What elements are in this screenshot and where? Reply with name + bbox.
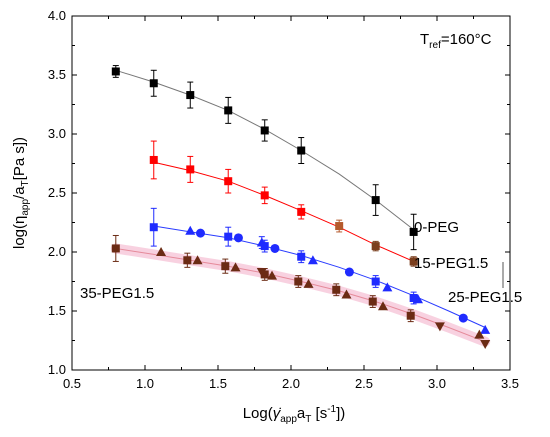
fit-line-0 — [115, 69, 414, 230]
y-tick-label: 4.0 — [48, 8, 66, 23]
data-point-s2-p10 — [344, 267, 354, 277]
data-point-s3-p7 — [260, 270, 269, 279]
data-point-s0-p1 — [149, 79, 158, 88]
data-point-s3-p16 — [434, 322, 445, 332]
data-point-s0-p2 — [186, 91, 195, 100]
axis-ticks — [71, 15, 511, 371]
data-point-s2-p6 — [260, 242, 269, 251]
data-point-s2-p3 — [224, 232, 233, 241]
data-point-s0-p5 — [297, 146, 306, 155]
reference-temperature-label: Tref=160°C — [420, 31, 492, 51]
y-axis-title: log(ηapp/aT[Pa s]) — [11, 137, 31, 249]
data-point-s3-p4 — [221, 262, 230, 271]
y-tick-label: 1.0 — [48, 362, 66, 377]
fit-lines — [110, 69, 491, 347]
data-point-s3-p17 — [474, 329, 485, 339]
series-label-15-peg1-5: 15-PEG1.5 — [414, 255, 488, 272]
y-tick-label: 3.5 — [48, 67, 66, 82]
data-point-s3-p12 — [341, 289, 352, 299]
x-tick-label: 0.5 — [63, 376, 81, 391]
data-point-s1-p2 — [224, 177, 233, 186]
data-point-s2-p1 — [185, 225, 196, 235]
x-tick-label: 2.0 — [282, 376, 300, 391]
y-tick-label: 2.5 — [48, 185, 66, 200]
data-point-s1-p3 — [260, 191, 269, 200]
data-point-s3-p15 — [406, 311, 415, 320]
x-tick-labels: 0.5 1.0 1.5 2.0 2.5 3.0 3.5 — [63, 376, 519, 391]
y-tick-labels: 1.0 1.5 2.0 2.5 3.0 3.5 4.0 — [48, 8, 66, 377]
data-point-s0-p3 — [224, 106, 233, 115]
data-point-s2-p15 — [458, 313, 468, 323]
data-point-s2-p7 — [270, 243, 280, 253]
x-tick-label: 3.5 — [501, 376, 519, 391]
data-point-s1-p1 — [186, 165, 195, 174]
data-point-s3-p1 — [156, 247, 167, 256]
data-point-s3-p14 — [377, 301, 388, 311]
data-point-s3-p2 — [183, 256, 192, 265]
data-point-s0-p0 — [111, 67, 120, 76]
data-point-s1-p7 — [409, 257, 418, 266]
data-point-s3-p18 — [480, 340, 491, 350]
series-label-25-peg1-5: 25-PEG1.5 — [448, 289, 522, 306]
data-point-s2-p16 — [480, 324, 491, 334]
data-point-s3-p9 — [294, 277, 303, 286]
series-label-35-peg1-5: 35-PEG1.5 — [80, 285, 154, 302]
series-label-0-peg: 0-PEG — [414, 219, 459, 236]
x-tick-label: 2.5 — [355, 376, 373, 391]
data-point-s2-p13 — [409, 294, 418, 303]
data-point-s1-p0 — [149, 155, 158, 164]
y-tick-label: 1.5 — [48, 303, 66, 318]
data-point-s2-p12 — [382, 282, 393, 292]
data-point-s2-p2 — [195, 228, 205, 238]
y-tick-label: 3.0 — [48, 126, 66, 141]
x-tick-label: 3.0 — [428, 376, 446, 391]
data-point-s0-p4 — [260, 126, 269, 135]
data-point-s3-p10 — [303, 278, 314, 288]
data-point-s3-p5 — [230, 262, 241, 272]
data-point-s3-p13 — [368, 297, 377, 306]
data-point-s3-p0 — [111, 244, 120, 253]
data-point-s2-p8 — [297, 252, 306, 261]
data-point-s2-p4 — [233, 233, 243, 243]
data-point-s2-p9 — [307, 255, 318, 265]
fit-line-1 — [153, 161, 414, 262]
data-point-s2-p14 — [413, 294, 424, 304]
y-tick-label: 2.0 — [48, 244, 66, 259]
data-point-s3-p11 — [332, 285, 341, 294]
data-point-s0-p7 — [409, 227, 418, 236]
data-point-s2-p11 — [371, 277, 380, 286]
plot-frame — [71, 15, 511, 371]
x-tick-label: 1.0 — [136, 376, 154, 391]
data-point-s3-p3 — [192, 255, 203, 265]
data-point-s3-p8 — [267, 270, 278, 280]
data-point-s0-p6 — [371, 196, 380, 205]
fit-line-2 — [153, 225, 486, 328]
data-point-s1-p6 — [371, 242, 380, 251]
data-point-s1-p4 — [297, 207, 306, 216]
data-markers — [111, 67, 491, 350]
data-point-s1-p5 — [335, 222, 344, 231]
data-point-s2-p0 — [149, 223, 158, 232]
x-axis-title: Log(γ̇appaT [s-1]) — [243, 404, 346, 425]
x-tick-label: 1.5 — [209, 376, 227, 391]
